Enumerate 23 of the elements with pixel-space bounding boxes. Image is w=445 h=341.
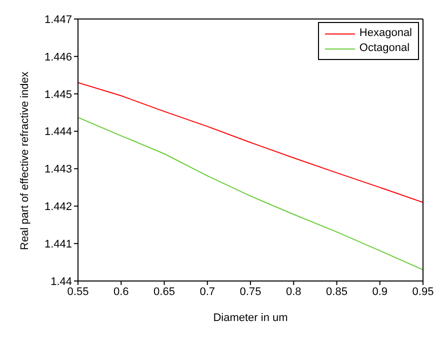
legend-label: Hexagonal: [359, 26, 412, 41]
y-tick-label: 1.447: [44, 14, 72, 26]
y-axis-title: Real part of effective refractive index: [18, 71, 31, 250]
x-tick-label: 0.9: [372, 286, 388, 298]
line-series: [78, 82, 423, 203]
x-tick-label: 0.75: [240, 286, 262, 298]
y-tick-label: 1.441: [44, 238, 72, 250]
x-tick-label: 0.65: [154, 286, 175, 298]
x-tick-label: 0.55: [67, 286, 89, 298]
y-tick-label: 1.446: [44, 51, 72, 64]
x-tick-label: 0.6: [113, 286, 129, 298]
x-axis-title: Diameter in um: [213, 312, 288, 324]
x-tick-label: 0.95: [412, 286, 434, 298]
x-tick-label: 0.85: [326, 286, 348, 298]
y-tick-label: 1.445: [44, 88, 72, 101]
legend-label: Octagonal: [359, 41, 410, 56]
x-tick-label: 0.7: [200, 286, 216, 298]
y-tick-label: 1.442: [44, 201, 72, 214]
y-tick-label: 1.443: [44, 164, 72, 176]
line-series: [78, 116, 423, 270]
y-tick-label: 1.444: [44, 126, 72, 138]
x-tick-label: 0.8: [286, 286, 302, 298]
y-tick-label: 1.44: [50, 276, 72, 288]
